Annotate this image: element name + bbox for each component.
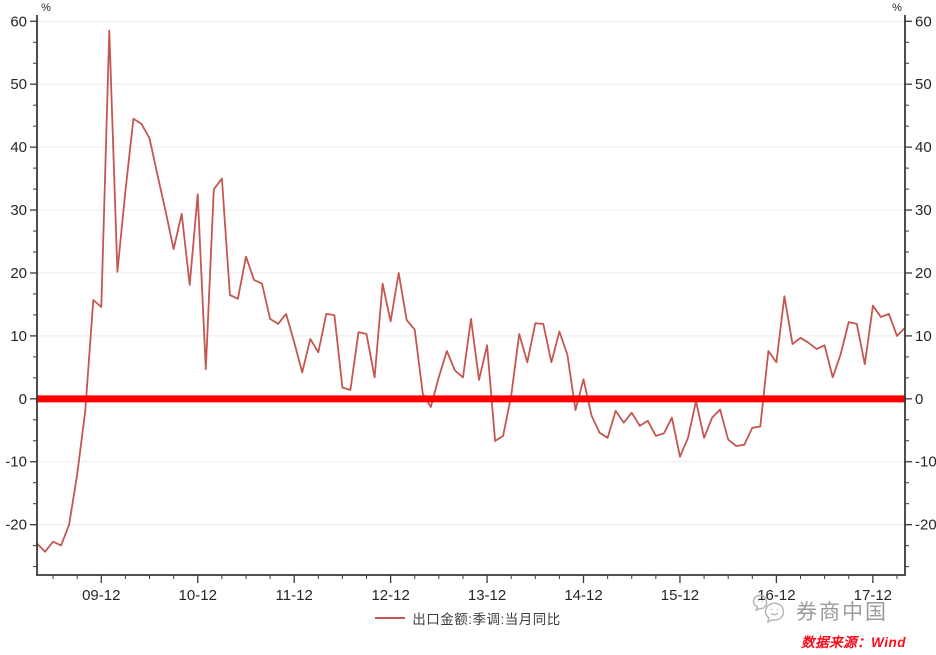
data-source-label: 数据来源：Wind (801, 635, 906, 650)
y-tick-label-left: 0 (19, 391, 27, 408)
x-tick-label: 17-12 (854, 587, 892, 600)
legend-label: 出口金额:季调:当月同比 (412, 612, 561, 627)
legend: 出口金额:季调:当月同比 (0, 607, 936, 629)
x-tick-label: 14-12 (564, 587, 602, 600)
logo-text: 券商中国 (796, 601, 888, 624)
x-tick-label: 10-12 (179, 587, 217, 600)
y-tick-label-left: 60 (10, 13, 27, 30)
chat-bubbles-icon (752, 593, 790, 630)
y-tick-label-right: 40 (915, 139, 932, 156)
y-tick-label-left: 10 (10, 328, 27, 345)
securities-china-logo: 券商中国 (752, 594, 888, 628)
y-tick-label-right: -10 (915, 454, 936, 471)
y-axis-unit-left: % (41, 2, 51, 14)
line-chart-plot: 60 60 50 50 40 40 30 30 20 20 10 10 0 0 -10 -10 -20 -20%%… (5, 2, 936, 600)
x-tick-label: 13-12 (468, 587, 506, 600)
x-tick-label: 11-12 (276, 587, 313, 600)
y-tick-label-left: 30 (10, 202, 27, 219)
y-axis-unit-right: % (892, 2, 902, 14)
y-tick-label-left: 50 (10, 76, 27, 93)
y-tick-label-right: 60 (915, 13, 932, 30)
series-line (36, 29, 906, 553)
y-tick-label-right: 0 (915, 391, 923, 408)
y-tick-label-right: 30 (915, 202, 932, 219)
x-tick-label: 15-12 (661, 587, 699, 600)
y-tick-label-right: 50 (915, 76, 932, 93)
y-tick-label-left: 40 (10, 139, 27, 156)
y-tick-label-left: -20 (5, 517, 27, 534)
legend-line-marker (375, 617, 406, 619)
y-tick-label-left: -10 (5, 454, 27, 471)
y-tick-label-left: 20 (10, 265, 27, 282)
y-tick-label-right: 20 (915, 265, 932, 282)
y-tick-label-right: -20 (915, 517, 936, 534)
y-tick-label-right: 10 (915, 328, 932, 345)
x-tick-label: 16-12 (757, 587, 795, 600)
x-tick-label: 09-12 (82, 587, 120, 600)
x-tick-label: 12-12 (371, 587, 409, 600)
